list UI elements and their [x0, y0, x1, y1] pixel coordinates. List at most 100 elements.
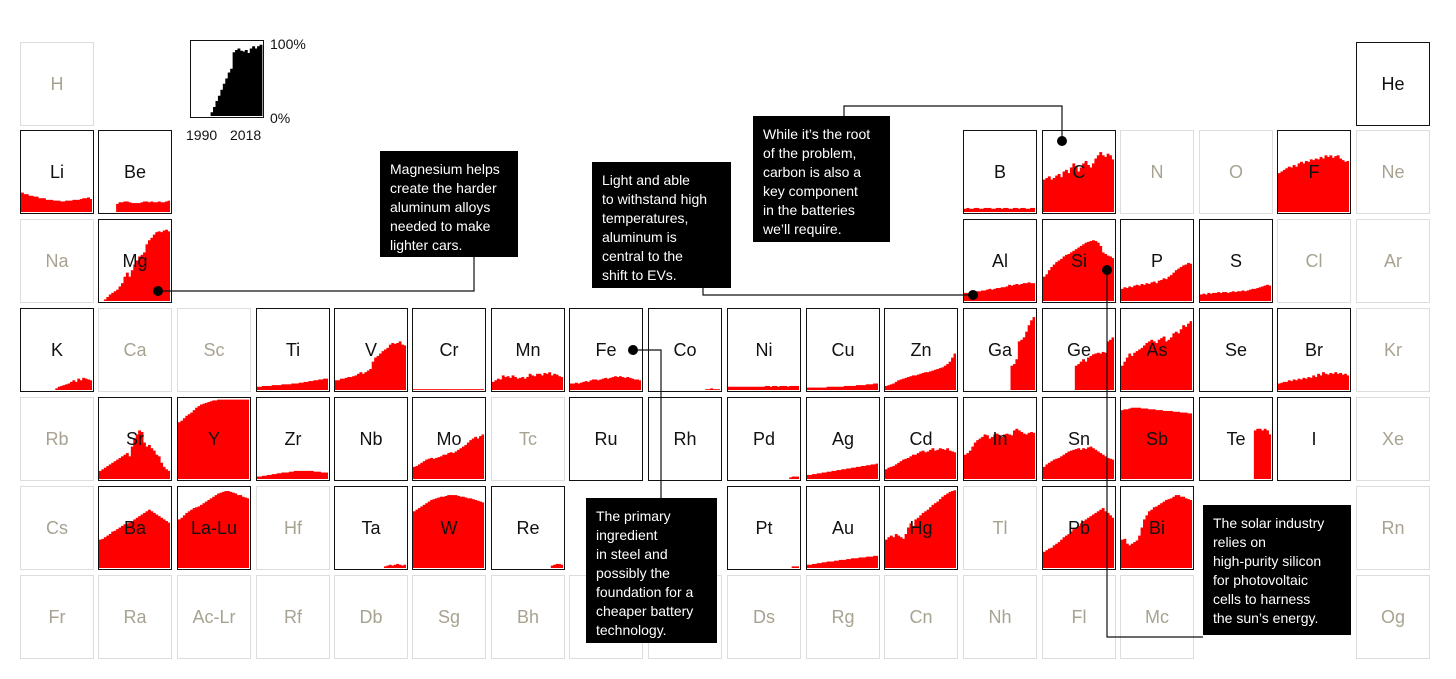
la-lu-bar-5: [190, 509, 194, 568]
element-cell-h: H: [20, 42, 94, 126]
element-cell-y: Y: [177, 397, 251, 481]
sn-bar-2: [1047, 462, 1051, 479]
element-symbol: Ca: [123, 340, 147, 360]
element-symbol: Pt: [755, 518, 773, 538]
ti-bar-25: [318, 379, 322, 390]
w-bar-7: [430, 499, 433, 568]
element-symbol: Cr: [439, 340, 459, 360]
sr-bar-3: [106, 466, 110, 479]
zn-bar-21: [936, 368, 940, 390]
li-bar-2: [25, 194, 29, 212]
la-lu-bar-6: [192, 508, 196, 568]
element-cell-b: B: [963, 130, 1037, 214]
si-bar-20: [1091, 240, 1095, 301]
s-bar-8: [1219, 292, 1223, 301]
b-bar-9: [986, 207, 989, 212]
y-bar-5: [190, 412, 194, 479]
ni-bar-13: [759, 386, 763, 390]
element-chart-zn: [885, 353, 956, 390]
mn-bar-27: [558, 376, 561, 390]
b-bar-14: [998, 207, 1002, 212]
y-bar-27: [244, 399, 247, 479]
element-cell-ru: Ru: [569, 397, 643, 481]
li-bar-19: [67, 200, 71, 212]
in-bar-14: [998, 435, 1002, 479]
la-lu-bar-21: [229, 491, 233, 568]
ti-bar-20: [305, 381, 309, 390]
zr-bar-25: [318, 471, 322, 479]
w-bar-20: [461, 496, 465, 568]
mg-bar-21: [150, 237, 154, 301]
au-bar-17: [848, 559, 852, 568]
mn-bar-2: [496, 378, 500, 390]
la-lu-bar-18: [222, 491, 225, 568]
element-cell-rf: Rf: [256, 575, 330, 659]
s-bar-20: [1248, 289, 1252, 301]
ge-bar-21: [1094, 353, 1098, 390]
leader-line-mg: [158, 257, 475, 292]
element-symbol: Ba: [123, 518, 147, 538]
sn-bar-14: [1077, 448, 1081, 479]
mo-bar-12: [442, 454, 446, 479]
w-bar-16: [452, 495, 456, 568]
be-bar-25: [160, 202, 164, 212]
ni-bar-11: [754, 386, 758, 390]
w-bar-2: [417, 508, 421, 568]
ba-bar-18: [143, 512, 146, 568]
element-symbol: Ar: [1384, 251, 1402, 271]
s-bar-0: [1200, 294, 1203, 301]
ni-bar-0: [728, 386, 731, 390]
cr-bar-12: [442, 389, 446, 390]
annotation-line: temperatures,: [602, 210, 689, 226]
au-bar-22: [860, 557, 864, 568]
al-bar-17: [1005, 286, 1009, 301]
au-bar-5: [819, 563, 823, 568]
zn-bar-24: [943, 365, 947, 390]
al-bar-24: [1022, 283, 1026, 301]
y-bar-1: [180, 420, 184, 479]
element-symbol: Ti: [285, 340, 301, 360]
pb-bar-14: [1077, 525, 1081, 568]
ta-bar-27: [401, 565, 404, 568]
mo-bar-26: [476, 438, 480, 479]
si-bar-4: [1052, 264, 1056, 301]
zr-bar-21: [308, 470, 312, 479]
pb-bar-16: [1082, 521, 1086, 568]
br-bar-17: [1319, 375, 1323, 390]
cu-bar-13: [838, 386, 842, 390]
te-bar-24: [1258, 428, 1262, 479]
p-bar-16: [1160, 279, 1164, 301]
p-bar-3: [1128, 286, 1132, 301]
hg-bar-0: [885, 539, 888, 568]
zr-bar-4: [266, 474, 270, 479]
la-lu-bar-28: [246, 498, 249, 568]
element-cell-he: He: [1356, 42, 1430, 126]
element-cell-p: P: [1120, 219, 1194, 303]
element-cell-rn: Rn: [1356, 486, 1430, 570]
p-bar-8: [1140, 283, 1144, 301]
element-symbol: Ge: [1066, 340, 1091, 360]
p-bar-4: [1130, 287, 1134, 301]
be-bar-11: [125, 201, 129, 212]
sr-bar-15: [135, 434, 139, 479]
be-bar-8: [118, 202, 122, 212]
pb-bar-18: [1087, 517, 1090, 568]
p-bar-14: [1155, 283, 1159, 301]
cr-bar-4: [422, 389, 426, 390]
cr-bar-21: [464, 389, 468, 390]
cr-bar-22: [466, 389, 470, 390]
be-bar-17: [140, 202, 144, 212]
annotation-al: Light and able to withstand high temperatu…: [592, 162, 731, 288]
au-bar-12: [836, 560, 840, 568]
in-bar-24: [1022, 433, 1026, 479]
mn-bar-4: [501, 375, 505, 390]
ag-bar-20: [855, 466, 859, 479]
cr-bar-15: [449, 389, 453, 390]
au-bar-15: [843, 559, 847, 568]
cu-bar-25: [868, 384, 872, 390]
ge-bar-17: [1084, 361, 1088, 390]
ba-bar-26: [162, 519, 166, 568]
c-bar-14: [1077, 171, 1081, 212]
element-symbol: Pb: [1067, 518, 1091, 538]
al-bar-1: [966, 292, 970, 301]
